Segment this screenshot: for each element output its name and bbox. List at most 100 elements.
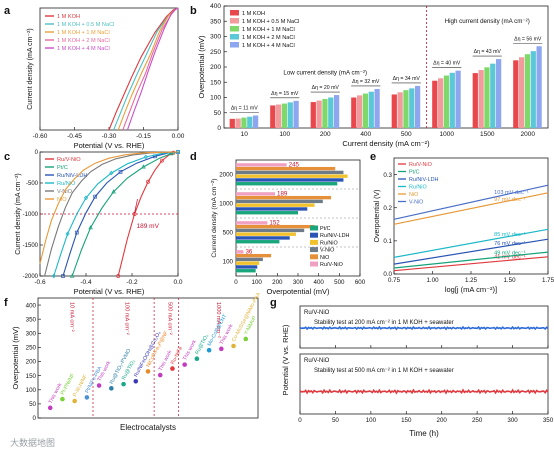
y-tick-label: 250 — [26, 345, 37, 352]
series-marker — [116, 274, 121, 278]
bar — [368, 91, 374, 128]
x-axis-label: Current density (mA cm⁻²) — [342, 139, 430, 148]
series-line — [113, 7, 179, 131]
series-marker — [141, 164, 146, 169]
data-point — [194, 356, 200, 362]
group-label: 10 mA cm⁻² — [69, 302, 75, 332]
bar — [236, 265, 258, 269]
legend-entry: Ru/NiV-LDH — [57, 173, 87, 179]
x-tick-label: 0.0 — [173, 279, 182, 286]
series-line — [62, 151, 179, 277]
series-line — [393, 192, 549, 225]
bar — [391, 94, 397, 128]
series-marker — [61, 274, 65, 278]
x-tick-label: 350 — [543, 417, 554, 424]
legend-swatch — [230, 34, 239, 40]
series-line — [126, 7, 179, 131]
data-point — [170, 366, 175, 371]
series-line — [44, 151, 179, 277]
bar — [236, 178, 344, 182]
panel-letter-a: a — [4, 5, 11, 17]
y-tick-label: 300 — [210, 34, 221, 41]
legend-entry: Pt/C — [320, 226, 331, 232]
annotation-delta: Δη = 15 mV — [271, 91, 299, 97]
legend-swatch — [310, 225, 318, 231]
bar — [236, 203, 315, 207]
legend-entry: 1 M KOH + 1 M NaCl — [57, 30, 110, 36]
tafel-slope-label: 103 mV dec⁻¹ — [494, 190, 529, 196]
bar — [530, 51, 536, 128]
bar — [397, 92, 403, 128]
stability-trace — [299, 325, 549, 331]
data-point — [219, 346, 224, 352]
series-line — [393, 228, 549, 258]
bar — [414, 85, 421, 128]
legend-entry: Pt/C — [57, 165, 68, 171]
stability-title: Stability test at 500 mA cm⁻² in 1 M KOH… — [314, 368, 454, 374]
bar — [478, 70, 484, 128]
x-tick-label: 1.50 — [503, 277, 516, 284]
annotation-delta: Δη = 43 mV — [474, 49, 502, 55]
series-marker — [175, 149, 181, 155]
legend-swatch — [230, 42, 239, 48]
legend-swatch — [230, 10, 239, 16]
y-axis-label: Current density (mA cm⁻²) — [15, 173, 22, 255]
tafel-slope-label: 41 mV dec⁻¹ — [494, 255, 526, 261]
y-tick-label: 0.0 — [383, 271, 392, 278]
x-tick-label: 200 — [272, 279, 283, 286]
series-marker — [83, 195, 89, 201]
data-point — [60, 396, 65, 402]
legend-swatch — [310, 261, 318, 267]
y-axis-label: Overpotential (V) — [374, 190, 381, 243]
bar — [403, 90, 409, 128]
y-tick-label: 0 — [35, 150, 39, 156]
data-point — [145, 369, 151, 374]
bar — [236, 221, 268, 225]
y-tick-label: 0.2 — [383, 205, 392, 212]
x-tick-label: 200 — [437, 417, 448, 424]
annotation-delta: Δη = 32 mV — [352, 79, 380, 85]
data-point — [47, 405, 53, 411]
bar — [513, 60, 519, 128]
panel-d: d 0 100 200 300 400 500 600 Overpotential (mV) Cu… — [190, 151, 366, 296]
y-tick-label: 400 — [210, 3, 221, 10]
bar — [490, 63, 496, 128]
series-line — [39, 151, 179, 264]
y-tick-label: 100 — [26, 387, 37, 394]
legend-swatch — [230, 18, 239, 24]
panel-letter-g: g — [270, 297, 277, 309]
x-tick-label: 100 — [279, 131, 290, 138]
x-axis-label: log[j (mA cm⁻²)] — [445, 285, 497, 294]
value-label: 245 — [289, 161, 300, 168]
y-axis-label: Current density (mA cm⁻²) — [211, 178, 218, 257]
panel-letter-d: d — [190, 151, 197, 163]
y-axis-label: Overpotential (mV) — [197, 35, 206, 98]
legend-entry: NiO — [57, 197, 67, 203]
x-tick-label: -0.45 — [67, 133, 82, 140]
stability-frame — [299, 353, 549, 415]
bar — [409, 88, 415, 128]
x-tick-label: 0.00 — [172, 133, 185, 140]
x-axis-label: Overpotential (mV) — [267, 287, 330, 296]
y-tick-label: -2000 — [23, 274, 39, 280]
y-tick-label: 1000 — [219, 201, 233, 208]
bar — [293, 100, 299, 128]
panel-letter-b: b — [190, 5, 197, 17]
y-tick-label: 350 — [210, 18, 221, 25]
legend-entry: NiO — [320, 255, 329, 261]
x-tick-label: 500 — [334, 279, 345, 286]
bar — [236, 166, 336, 171]
series-line — [108, 7, 179, 131]
value-label: 189 — [277, 190, 288, 197]
series-marker — [74, 230, 79, 235]
data-point — [109, 386, 114, 391]
bar — [236, 174, 348, 178]
annotation-arrow — [134, 198, 138, 214]
panel-letter-e: e — [370, 151, 376, 163]
legend-entry: Ru/V-NiO — [57, 157, 81, 163]
y-axis-label: Overpotential (mV) — [11, 326, 20, 389]
stability-legend: Ru/V-NiO — [304, 310, 330, 316]
series-line — [393, 238, 549, 265]
legend-entry: 1 M KOH — [242, 11, 265, 17]
